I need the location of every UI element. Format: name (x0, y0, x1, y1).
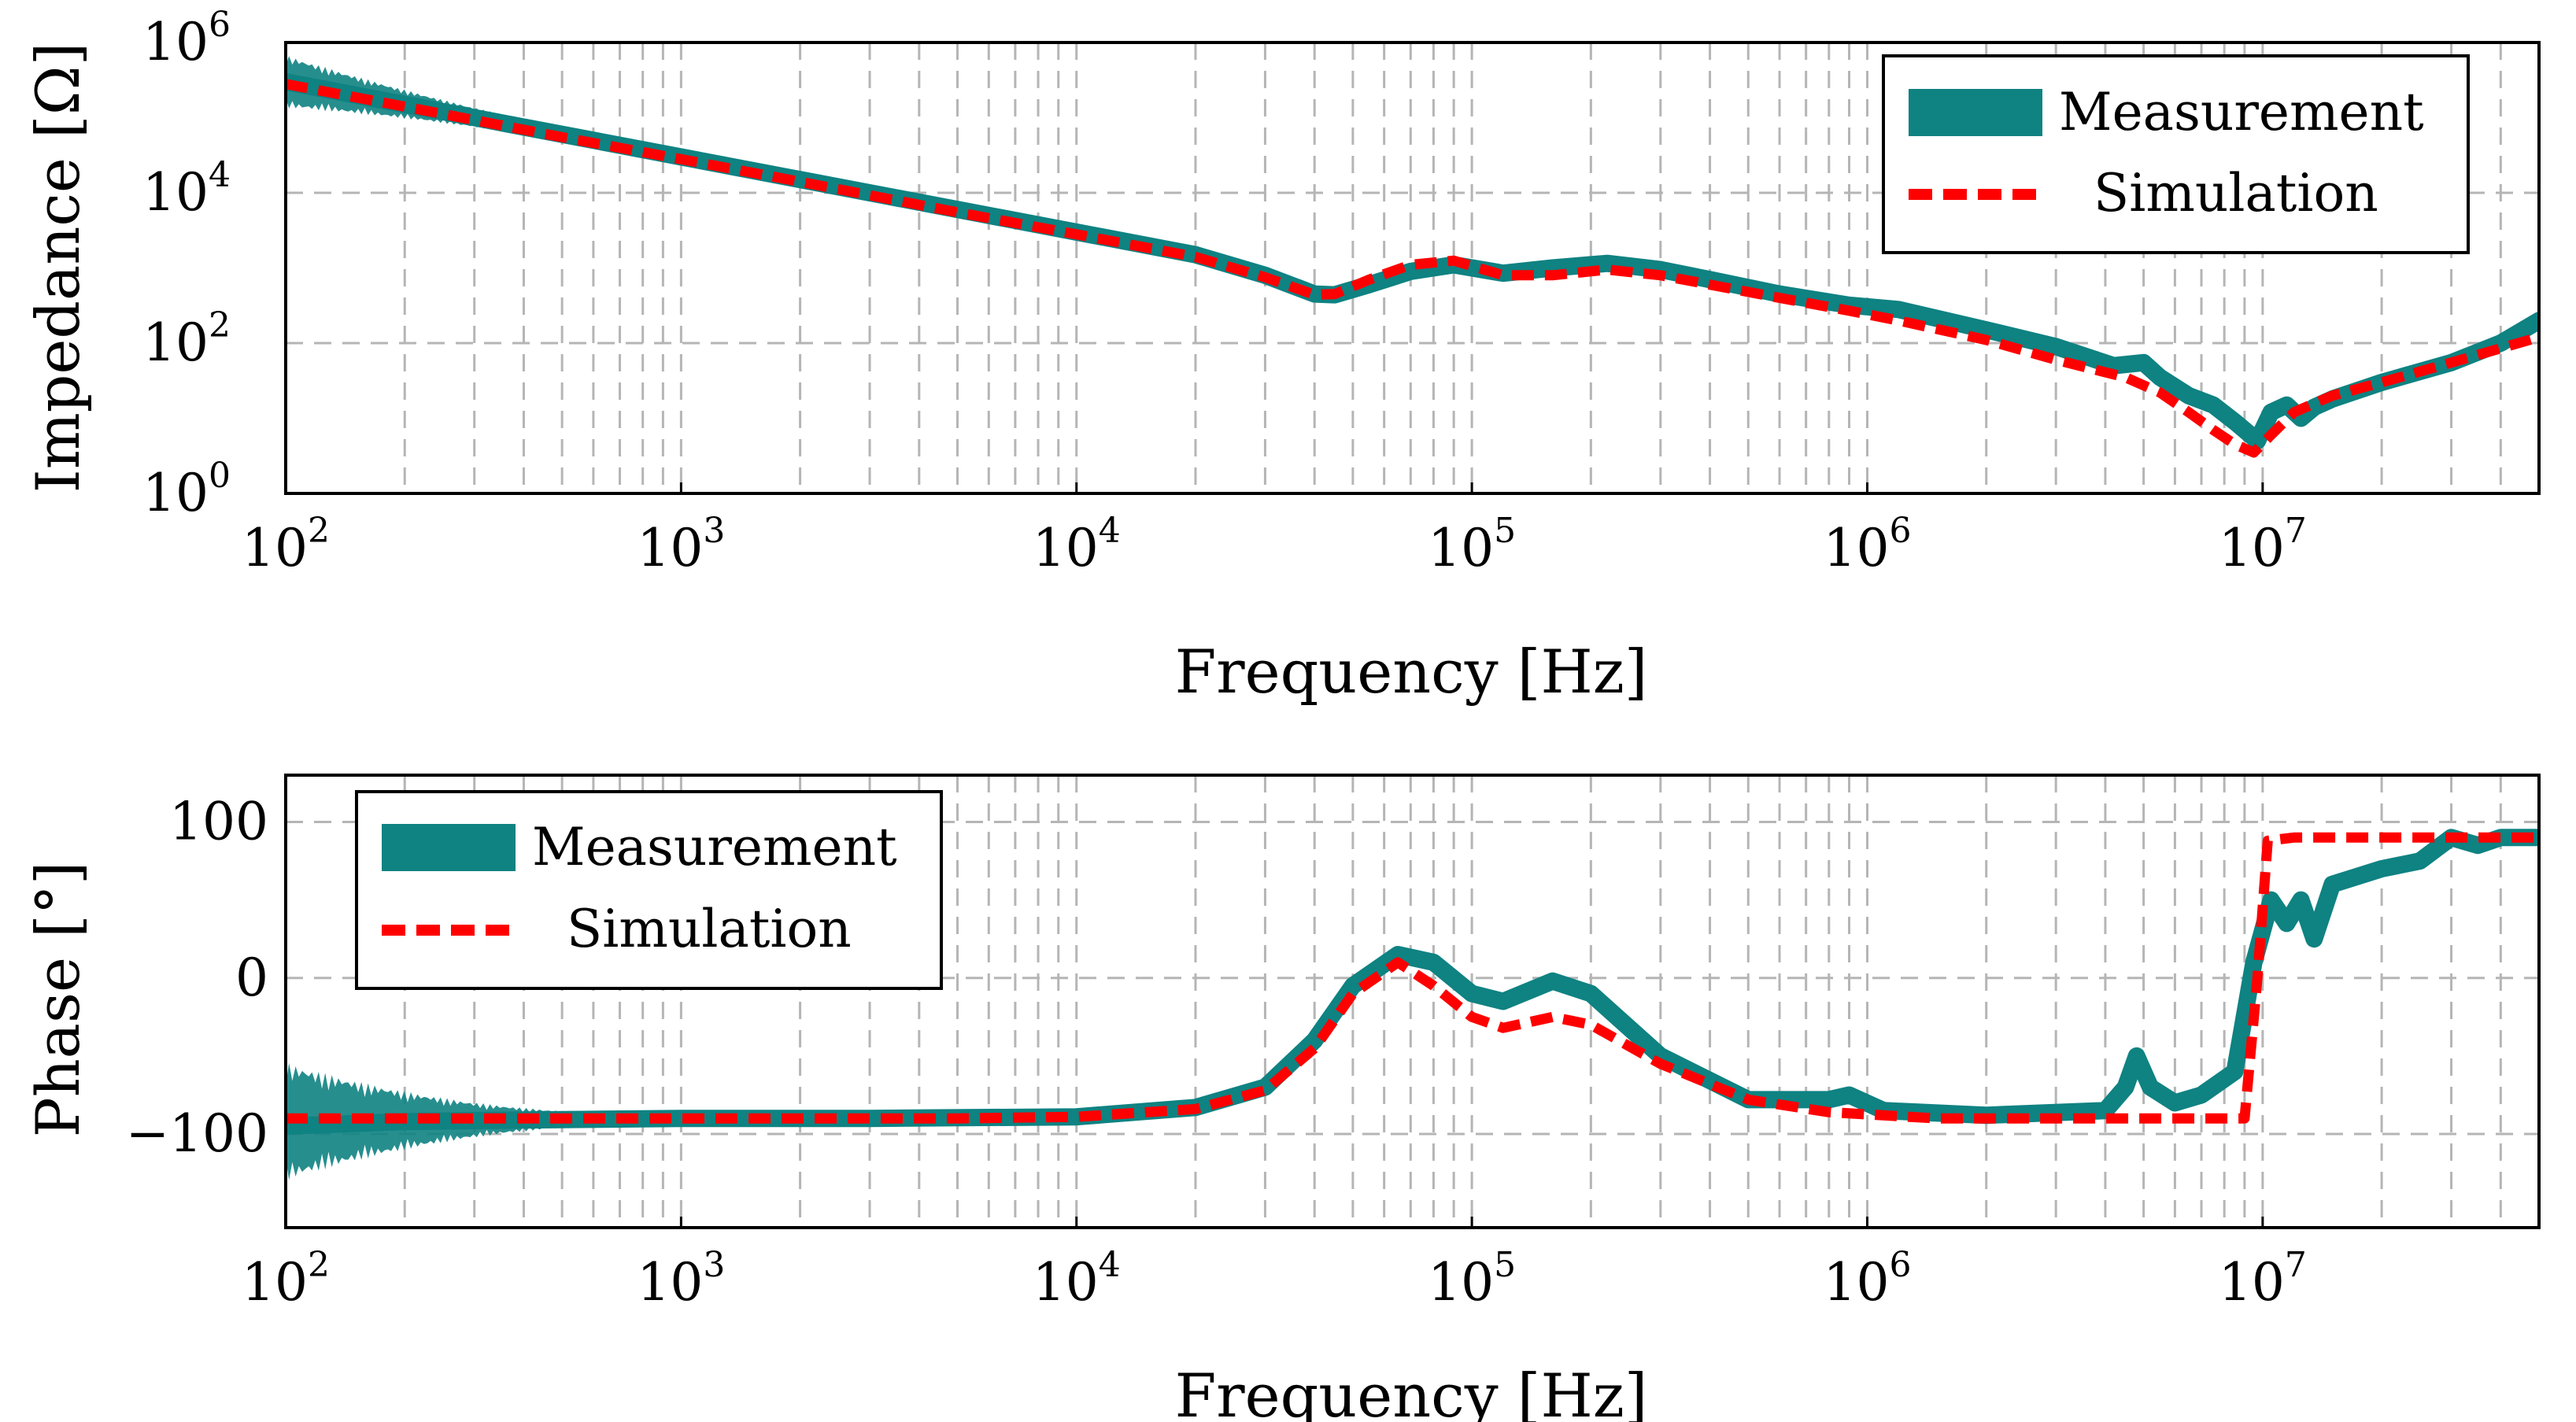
impedance-y-tick-label: 104 (142, 155, 231, 223)
impedance-series (286, 56, 2539, 458)
phase-x-axis-title: Frequency [Hz] (1175, 1361, 1648, 1422)
impedance-x-tick-label: 105 (1428, 511, 1516, 578)
impedance-x-axis-title: Frequency [Hz] (1175, 637, 1648, 707)
phase-chart: 102 103 104 105 106 107 −100 0 100 Frequency [Hz… (23, 774, 2541, 1422)
phase-x-tick-label: 106 (1823, 1245, 1911, 1313)
impedance-legend-measurement-label: Measurement (2059, 82, 2424, 142)
impedance-x-tick-label: 107 (2219, 511, 2307, 578)
impedance-y-axis-title: Impedance [Ω] (23, 42, 93, 493)
phase-x-tick-label: 104 (1033, 1245, 1121, 1313)
impedance-x-tick-label: 106 (1823, 511, 1911, 578)
phase-y-tick-label: 0 (235, 947, 268, 1008)
phase-series-simulation (286, 832, 2539, 1124)
phase-grid (286, 775, 2539, 1228)
impedance-x-tick-label: 102 (242, 511, 330, 578)
phase-measurement-noise (286, 1062, 682, 1180)
phase-legend: Measurement Simulation (355, 790, 943, 990)
impedance-y-tick-label: 100 (142, 456, 231, 523)
phase-y-axis-title: Phase [°] (23, 862, 93, 1138)
phase-y-tick-label: −100 (126, 1103, 268, 1164)
impedance-legend-simulation-label: Simulation (2094, 163, 2378, 223)
phase-x-tick-label: 105 (1428, 1245, 1516, 1313)
impedance-x-tick-label: 103 (637, 511, 725, 578)
phase-plot-frame (284, 774, 2541, 1229)
impedance-plot-frame (284, 41, 2541, 495)
phase-y-tick-label: 100 (169, 791, 268, 851)
impedance-x-tick-label: 104 (1033, 511, 1121, 578)
impedance-y-tick-label: 106 (142, 5, 231, 72)
impedance-series-simulation (286, 79, 2539, 458)
impedance-legend: Measurement Simulation (1882, 54, 2470, 254)
phase-x-tick-label: 102 (242, 1245, 330, 1313)
phase-series (286, 829, 2539, 1180)
phase-x-tick-label: 103 (637, 1245, 725, 1313)
impedance-y-tick-label: 102 (142, 305, 231, 373)
impedance-measurement-noise (286, 56, 682, 161)
impedance-legend-box (1882, 54, 2470, 254)
phase-legend-measurement-label: Measurement (532, 817, 897, 877)
phase-legend-simulation-label: Simulation (567, 899, 852, 959)
phase-x-tick-label: 107 (2219, 1245, 2307, 1313)
